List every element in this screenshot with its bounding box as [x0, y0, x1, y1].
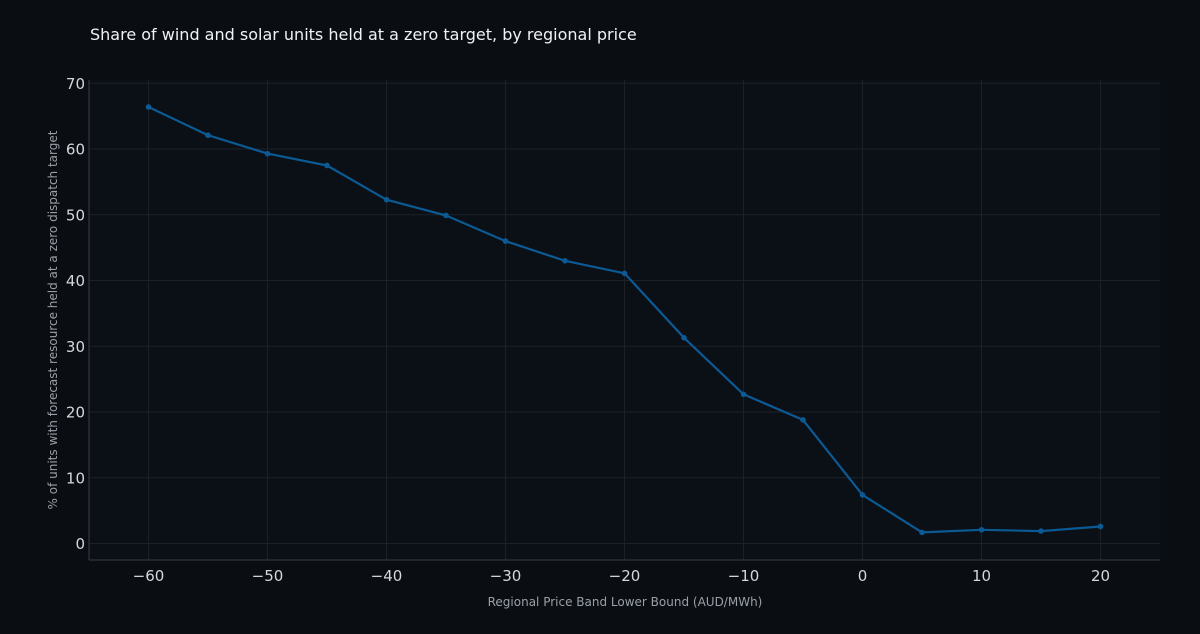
x-tick-label: 20: [1091, 567, 1110, 585]
y-tick-label: 10: [66, 469, 85, 487]
x-tick-label: 10: [972, 567, 991, 585]
data-point: [145, 104, 152, 110]
y-tick-label: 20: [66, 404, 85, 422]
y-tick-label: 70: [66, 75, 85, 93]
x-tick-label: −30: [490, 567, 522, 585]
chart-title: Share of wind and solar units held at a …: [90, 25, 637, 44]
data-point: [1097, 523, 1104, 530]
x-tick-label: −40: [371, 567, 403, 585]
x-tick-label: −20: [609, 567, 641, 585]
x-tick-labels: −60 −50 −40 −30 −20 −10 0 10 20: [133, 567, 1110, 585]
data-point: [443, 212, 449, 219]
axes: [88, 80, 1160, 561]
data-point: [502, 238, 509, 244]
x-tick-label: 0: [858, 567, 868, 585]
data-point: [324, 162, 330, 169]
data-point: [681, 334, 687, 341]
data-point: [1038, 528, 1044, 534]
series: [145, 104, 1104, 536]
data-point: [205, 132, 211, 139]
data-point: [621, 270, 628, 277]
data-point: [383, 196, 390, 203]
data-point: [919, 529, 925, 536]
y-tick-labels: 0 10 20 30 40 50 60 70: [66, 75, 85, 553]
x-tick-label: −60: [133, 567, 165, 585]
y-tick-label: 60: [66, 141, 85, 159]
data-point: [740, 391, 747, 398]
data-point: [859, 492, 866, 498]
x-tick-label: −50: [252, 567, 284, 585]
y-tick-label: 40: [66, 272, 85, 290]
data-point: [800, 417, 806, 423]
y-tick-label: 30: [66, 338, 85, 356]
x-tick-label: −10: [728, 567, 760, 585]
data-point: [978, 526, 985, 533]
y-axis-label: % of units with forecast resource held a…: [46, 130, 60, 509]
y-tick-label: 50: [66, 206, 85, 224]
grid: [89, 80, 1160, 560]
x-axis-label: Regional Price Band Lower Bound (AUD/MWh…: [488, 595, 763, 609]
data-point: [264, 150, 271, 157]
y-tick-label: 0: [75, 535, 85, 553]
data-point: [562, 258, 568, 264]
